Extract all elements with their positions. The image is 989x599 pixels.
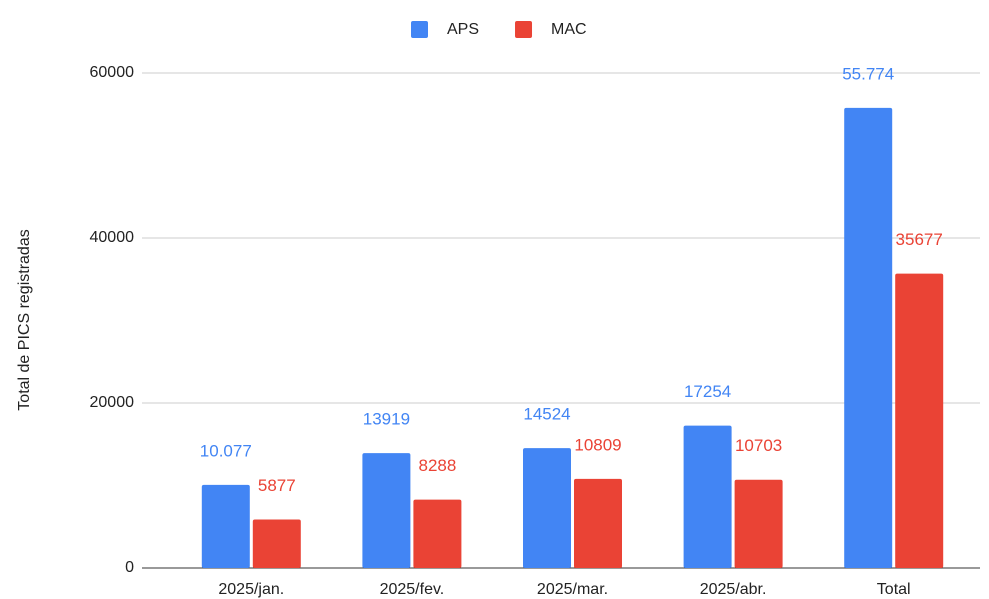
bar [683, 425, 732, 568]
y-tick-label: 60000 [90, 64, 135, 81]
bar [252, 519, 301, 568]
bar [413, 499, 462, 568]
x-tick-label: Total [877, 581, 911, 598]
x-tick-label: 2025/fev. [380, 581, 445, 598]
bar [201, 484, 250, 568]
data-label: 10703 [735, 436, 782, 455]
bar [844, 107, 893, 568]
bar [362, 453, 411, 568]
data-label: 55.774 [842, 64, 894, 83]
x-tick-label: 2025/mar. [537, 581, 608, 598]
data-label: 35677 [896, 230, 943, 249]
legend-label: MAC [551, 21, 587, 38]
y-axis-label: Total de PICS registradas [16, 229, 33, 410]
legend-label: APS [447, 21, 479, 38]
bar [523, 448, 571, 568]
x-tick-label: 2025/jan. [218, 581, 284, 598]
legend-swatch [515, 21, 533, 38]
data-label: 10809 [574, 435, 621, 454]
bar [895, 273, 944, 568]
data-label: 10.077 [200, 441, 252, 460]
data-label: 5877 [258, 476, 296, 495]
data-label: 8288 [418, 456, 456, 475]
y-tick-label: 20000 [90, 394, 135, 411]
bar [734, 479, 783, 568]
y-tick-label: 0 [125, 559, 134, 576]
x-tick-label: 2025/abr. [700, 581, 767, 598]
y-tick-label: 40000 [90, 229, 135, 246]
data-label: 14524 [523, 405, 570, 424]
legend-swatch [411, 21, 428, 38]
bar [574, 478, 622, 568]
data-label: 13919 [363, 410, 410, 429]
data-label: 17254 [684, 382, 731, 401]
